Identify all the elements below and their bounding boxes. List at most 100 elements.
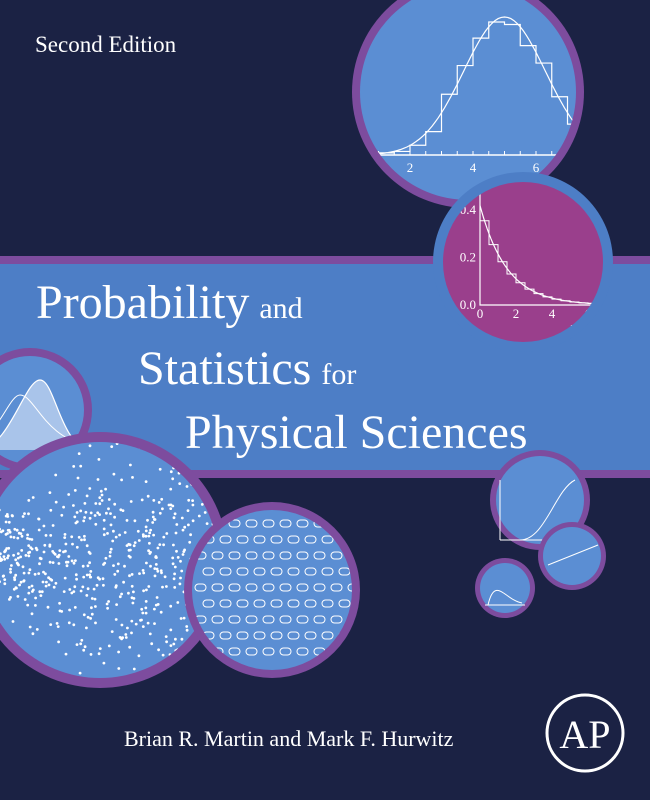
dot — [137, 654, 141, 658]
dot — [27, 591, 31, 595]
dot — [88, 516, 92, 520]
dot — [55, 622, 59, 625]
dot — [155, 567, 159, 571]
peg — [321, 599, 334, 608]
dot — [133, 541, 137, 544]
dot — [17, 563, 20, 567]
dot — [37, 572, 41, 575]
dot — [27, 586, 31, 589]
dot — [89, 617, 92, 620]
dot — [94, 605, 97, 608]
dot — [169, 487, 173, 491]
dot — [27, 544, 31, 547]
dot — [56, 625, 60, 628]
dot — [185, 628, 189, 632]
dot — [70, 591, 74, 595]
peg — [279, 519, 292, 528]
title-word: Statistics — [138, 342, 311, 395]
dot — [64, 549, 67, 553]
dot — [153, 622, 156, 625]
dot — [73, 515, 77, 519]
dot — [173, 586, 177, 589]
dot — [54, 581, 58, 585]
dot — [47, 576, 50, 580]
small-circle — [543, 527, 601, 585]
peg — [211, 551, 224, 560]
dot — [172, 543, 175, 547]
dot — [124, 633, 128, 636]
peg — [296, 551, 309, 560]
peg — [253, 535, 266, 544]
dot — [63, 533, 67, 536]
dot — [27, 499, 31, 502]
dot — [44, 584, 48, 588]
dot — [173, 512, 177, 516]
dot — [72, 623, 76, 627]
dot — [121, 509, 125, 512]
dot — [47, 583, 51, 587]
dot — [28, 550, 32, 554]
dot — [65, 564, 69, 568]
dot — [58, 601, 61, 605]
dot — [43, 543, 47, 547]
dot — [28, 568, 32, 572]
dot — [35, 628, 39, 631]
peg — [253, 567, 266, 576]
dot — [158, 511, 162, 515]
dot — [169, 503, 173, 507]
dot — [37, 528, 41, 532]
dot — [84, 510, 88, 514]
dot — [186, 509, 190, 512]
dot — [68, 588, 72, 591]
dot — [171, 556, 175, 560]
dot — [75, 577, 78, 581]
decay-curve — [479, 205, 603, 305]
dot — [132, 667, 136, 671]
peg — [262, 615, 275, 624]
dot — [146, 494, 150, 498]
dot — [72, 561, 76, 565]
peg — [253, 599, 266, 608]
dot — [103, 561, 107, 565]
peg — [219, 631, 232, 640]
dot — [16, 552, 20, 555]
dot — [163, 575, 167, 579]
dot — [165, 640, 169, 644]
peg — [270, 631, 283, 640]
peg — [313, 583, 326, 592]
dot — [23, 512, 26, 515]
dot — [102, 527, 106, 531]
dot — [114, 618, 118, 621]
dot — [51, 524, 55, 527]
dot — [26, 533, 29, 537]
dot — [49, 508, 53, 512]
dot — [90, 597, 94, 600]
authors: Brian R. Martin and Mark F. Hurwitz — [124, 726, 454, 751]
dot — [97, 458, 101, 461]
dot — [165, 532, 169, 535]
dot — [2, 555, 6, 558]
dot — [137, 539, 141, 542]
dot — [27, 512, 30, 516]
dot — [49, 534, 53, 537]
dot — [85, 573, 89, 577]
dot — [105, 511, 108, 515]
dot — [118, 595, 122, 599]
peg — [211, 615, 224, 624]
dot — [106, 532, 109, 535]
histogram-plot: 2 4 6 — [360, 16, 576, 175]
dot — [0, 552, 2, 556]
dot — [6, 528, 10, 532]
peg — [228, 519, 241, 528]
dot — [3, 582, 7, 586]
dot — [42, 550, 46, 554]
dot — [41, 580, 45, 584]
dot — [54, 500, 58, 504]
dot — [89, 570, 93, 573]
dot — [83, 502, 87, 505]
y-tick-label: 0.0 — [460, 297, 476, 312]
dot — [40, 590, 44, 594]
title-line: Probability and — [36, 276, 303, 329]
dot — [31, 496, 35, 499]
dot — [111, 539, 115, 543]
